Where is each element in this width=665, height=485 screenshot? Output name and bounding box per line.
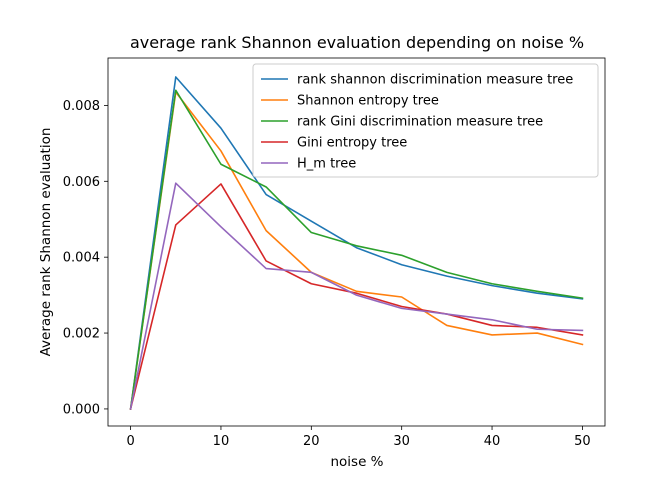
series-line-5 [129,182,584,410]
x-tick-label: 30 [393,434,410,449]
y-tick-label: 0.006 [63,175,100,190]
x-axis: 0 10 20 30 40 50 [126,426,591,449]
x-tick-label: 20 [303,434,320,449]
plot-frame [107,57,606,427]
y-axis-label: Average rank Shannon evaluation [38,128,54,357]
x-axis-label: noise % [330,454,383,470]
series-layer [129,76,584,410]
x-tick-label: 50 [574,434,591,449]
legend-label: Gini entropy tree [297,136,407,151]
x-tick-label: 0 [126,434,134,449]
legend-label: H_m tree [297,157,356,172]
y-tick-label: 0.000 [63,402,100,417]
x-tick-label: 10 [213,434,230,449]
x-tick-label: 40 [484,434,501,449]
y-tick-label: 0.008 [63,99,100,114]
legend: rank shannon discrimination measure tree… [252,63,599,178]
legend-label: rank shannon discrimination measure tree [297,73,573,88]
legend-label: rank Gini discrimination measure tree [297,115,543,130]
chart-title: average rank Shannon evaluation dependin… [130,33,584,52]
y-tick-label: 0.002 [63,327,100,342]
series-line-2 [129,91,584,410]
legend-label: Shannon entropy tree [297,94,439,109]
series-line-4 [129,183,584,410]
y-axis: 0.000 0.002 0.004 0.006 0.008 [63,99,108,417]
legend-box [252,63,599,178]
y-tick-label: 0.004 [63,251,100,266]
series-line-1 [129,76,584,410]
series-line-3 [129,89,584,410]
